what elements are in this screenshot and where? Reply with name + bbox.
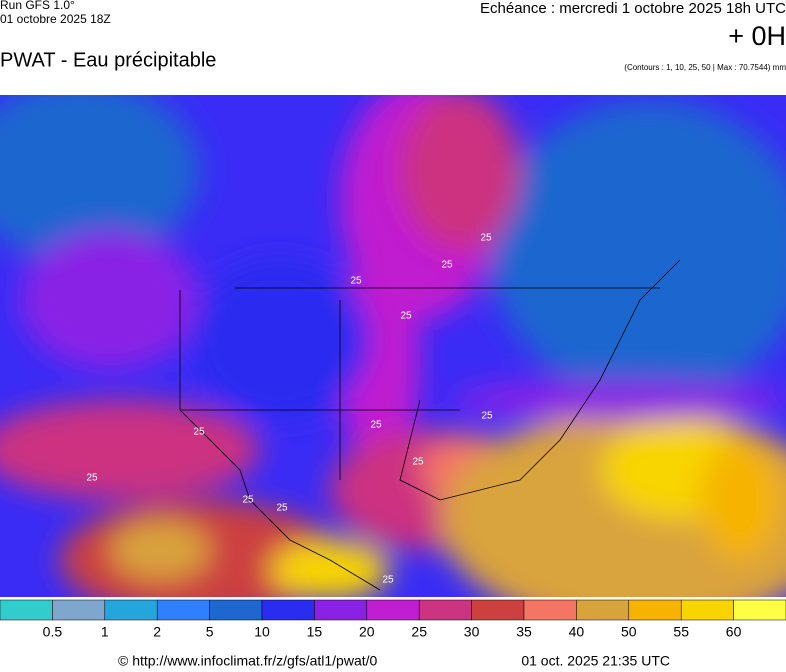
legend-swatch — [314, 599, 368, 621]
contour-label: 25 — [480, 233, 492, 244]
legend-swatch — [733, 599, 786, 621]
legend: 0.5 1 2 5 10 15 20 25 30 35 40 50 55 60 — [0, 599, 786, 640]
contour-labels: 25 25 25 25 25 25 25 25 25 25 25 25 — [86, 233, 493, 586]
map — [0, 95, 786, 597]
legend-label: 20 — [359, 624, 375, 640]
offset: + 0H — [728, 21, 786, 51]
legend-swatch — [156, 599, 210, 621]
legend-swatch — [628, 599, 682, 621]
contour-label: 25 — [412, 457, 424, 468]
echeance: Echéance : mercredi 1 octobre 2025 18h U… — [480, 0, 786, 17]
legend-label: 2 — [153, 624, 161, 640]
contour-label: 25 — [441, 260, 453, 271]
contour-label: 25 — [193, 427, 205, 438]
legend-label: 10 — [254, 624, 270, 640]
legend-swatch — [576, 599, 630, 621]
legend-swatch — [418, 599, 472, 621]
contour-label: 25 — [276, 503, 288, 514]
legend-swatch — [366, 599, 420, 621]
legend-swatch — [523, 599, 577, 621]
legend-label: 25 — [411, 624, 427, 640]
footer-url: © http://www.infoclimat.fr/z/gfs/atl1/pw… — [118, 653, 378, 669]
legend-label: 15 — [307, 624, 323, 640]
run-date: 01 octobre 2025 18Z — [0, 12, 111, 26]
contour-label: 25 — [242, 495, 254, 506]
contour-label: 25 — [400, 311, 412, 322]
contour-label: 25 — [481, 411, 493, 422]
legend-label: 1 — [101, 624, 109, 640]
legend-label: 40 — [569, 624, 585, 640]
legend-swatch — [209, 599, 263, 621]
title: PWAT - Eau précipitable — [0, 49, 216, 71]
legend-label: 50 — [621, 624, 637, 640]
legend-label: 60 — [726, 624, 742, 640]
contour-label: 25 — [382, 575, 394, 586]
contour-label: 25 — [86, 473, 98, 484]
legend-swatch — [680, 599, 734, 621]
legend-swatch — [104, 599, 158, 621]
legend-swatch — [0, 599, 53, 621]
footer-timestamp: 01 oct. 2025 21:35 UTC — [521, 653, 670, 669]
run: Run GFS 1.0° — [0, 0, 75, 12]
contour-label: 25 — [370, 420, 382, 431]
contours: (Contours : 1, 10, 25, 50 | Max : 70.754… — [624, 63, 786, 72]
contour-label: 25 — [350, 276, 362, 287]
legend-swatch — [471, 599, 525, 621]
legend-label: 5 — [206, 624, 214, 640]
legend-swatch — [52, 599, 106, 621]
legend-label: 35 — [516, 624, 532, 640]
legend-swatch — [261, 599, 315, 621]
legend-label: 55 — [673, 624, 689, 640]
legend-label: 30 — [464, 624, 480, 640]
legend-label: 0.5 — [43, 624, 63, 640]
